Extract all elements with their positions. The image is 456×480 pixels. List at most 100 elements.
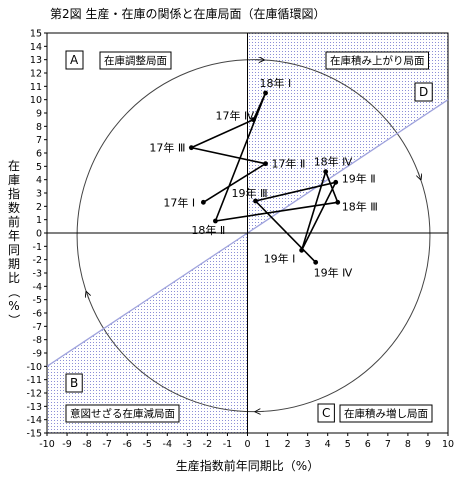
y-tick-label: 5: [36, 162, 42, 173]
quadrant-labels: A 在庫調整局面 B 意図せざる在庫減局面 C 在庫積み増し局面 D 在庫積み上がり局面: [65, 50, 433, 423]
quadrant-phase-d-box: [325, 51, 429, 70]
x-tick-label: -6: [122, 439, 131, 450]
data-point: [263, 90, 268, 96]
x-tick-label: 4: [325, 439, 331, 450]
point-label: 19年 Ⅰ: [264, 251, 296, 265]
x-tick-label: -1: [223, 439, 232, 450]
data-point: [188, 145, 194, 151]
y-tick-label: 9: [36, 109, 42, 120]
x-axis-label: 生産指数前年同期比（%）: [176, 458, 319, 473]
point-label: 18年 Ⅲ: [342, 199, 378, 213]
y-axis-label-char: ）: [7, 314, 21, 326]
x-tick-label: -3: [183, 439, 192, 450]
x-tick-label: 9: [425, 439, 431, 450]
x-tick-label: 3: [305, 439, 311, 450]
y-axis-label-char: 期: [8, 257, 20, 271]
y-tick-label: -9: [33, 349, 42, 360]
quadrant-phase-b-box: [65, 404, 180, 423]
y-tick-label: -15: [26, 429, 42, 440]
y-tick-label: -4: [33, 282, 42, 293]
y-tick-label: 8: [36, 122, 42, 133]
y-tick-label: 7: [36, 135, 42, 146]
y-tick-label: -7: [33, 322, 42, 333]
data-point: [323, 169, 329, 175]
series-path: [188, 92, 339, 263]
y-axis-label-char: 指: [8, 186, 20, 201]
axes: [46, 33, 449, 433]
y-tick-label: 1: [36, 215, 42, 226]
data-point: [253, 198, 258, 204]
point-labels: 17年 Ⅰ 17年 Ⅱ 17年 Ⅲ 17年 Ⅳ 18年 Ⅰ 18年 Ⅱ 18年 Ⅲ 18年 Ⅳ…: [149, 76, 377, 279]
y-tick-label: 13: [30, 55, 42, 66]
data-points: [188, 90, 341, 265]
y-tick-label: -1: [33, 242, 42, 253]
x-tick-label: 0: [244, 439, 250, 450]
series-line: [188, 92, 339, 263]
y-tick-label: -2: [33, 255, 42, 266]
x-tick-label: -7: [102, 439, 111, 450]
point-label: 18年 Ⅳ: [314, 155, 353, 169]
y-tick-label: -11: [26, 375, 42, 386]
quadrant-letter-a-box: [65, 50, 84, 70]
y-axis-label-char: 比: [8, 271, 20, 285]
quadrant-letter-b: B: [70, 376, 78, 390]
data-point: [251, 117, 256, 123]
y-axis-label-char: 前: [8, 214, 20, 229]
quadrant-phase-b: 意図せざる在庫減局面: [70, 407, 175, 420]
data-point: [299, 247, 305, 253]
chart-title: 第2図 生産・在庫の関係と在庫局面（在庫循環図）: [50, 7, 326, 21]
data-point: [333, 179, 339, 185]
quadrant-phase-a-box: [99, 51, 172, 70]
y-axis-label-char: 年: [8, 229, 20, 243]
quadrant-letter-c: C: [322, 406, 330, 420]
y-axis-label-char: 同: [8, 243, 20, 257]
x-tick-label: 1: [265, 439, 271, 450]
cycle-arrow-4: [87, 294, 89, 300]
y-axis-label-char: 在: [8, 159, 20, 173]
quadrant-letter-d-box: [414, 82, 433, 102]
y-tick-label: -3: [33, 269, 42, 280]
x-tick-label: 8: [405, 439, 411, 450]
y-tick-label: 12: [30, 69, 42, 80]
x-tick-label: -5: [143, 439, 152, 450]
y-tick-label: -8: [33, 335, 42, 346]
y-tick-label: 6: [36, 149, 42, 160]
y-tick-label: -13: [26, 402, 42, 413]
data-point: [313, 259, 319, 265]
point-label: 19年 Ⅳ: [314, 265, 353, 279]
data-point: [200, 199, 206, 205]
y-tick-label: 11: [30, 82, 42, 93]
y-tick-label: -10: [26, 362, 42, 373]
y-tick-label: 2: [36, 202, 42, 213]
y-tick-label: -12: [26, 389, 42, 400]
cycle-circle: [76, 59, 431, 413]
data-point: [213, 218, 218, 224]
point-label: 17年 Ⅳ: [216, 109, 255, 123]
cycle-arrow-2: [418, 171, 420, 178]
y-tick-label: -14: [26, 415, 42, 426]
phase-shading: [47, 33, 448, 433]
quadrant-letter-d: D: [419, 85, 428, 99]
point-label: 17年 Ⅰ: [163, 195, 195, 209]
quadrant-letter-b-box: [65, 373, 83, 393]
y-tick-label: -6: [33, 309, 42, 320]
y-tick-label: -5: [33, 295, 42, 306]
x-tick-label: -4: [163, 439, 172, 450]
cycle-ellipse: [76, 59, 431, 413]
quadrant-letter-c-box: [317, 403, 335, 423]
point-label: 19年 Ⅱ: [342, 171, 376, 185]
x-tick-label: 6: [365, 439, 371, 450]
y-axis-label-char: %: [8, 299, 19, 313]
y-tick-label: 0: [36, 229, 42, 240]
y-tick-label: 10: [30, 95, 42, 106]
shade-upper-right: [247, 33, 448, 233]
y-axis-label-char: 数: [8, 200, 20, 215]
point-label: 17年 Ⅲ: [149, 141, 185, 155]
y-axis-label-char: （: [7, 286, 21, 298]
y-tick-label: 15: [30, 29, 42, 40]
y-tick-label: 14: [30, 42, 42, 53]
quadrant-phase-c-box: [339, 404, 433, 423]
y-tick-label: 4: [36, 175, 42, 186]
